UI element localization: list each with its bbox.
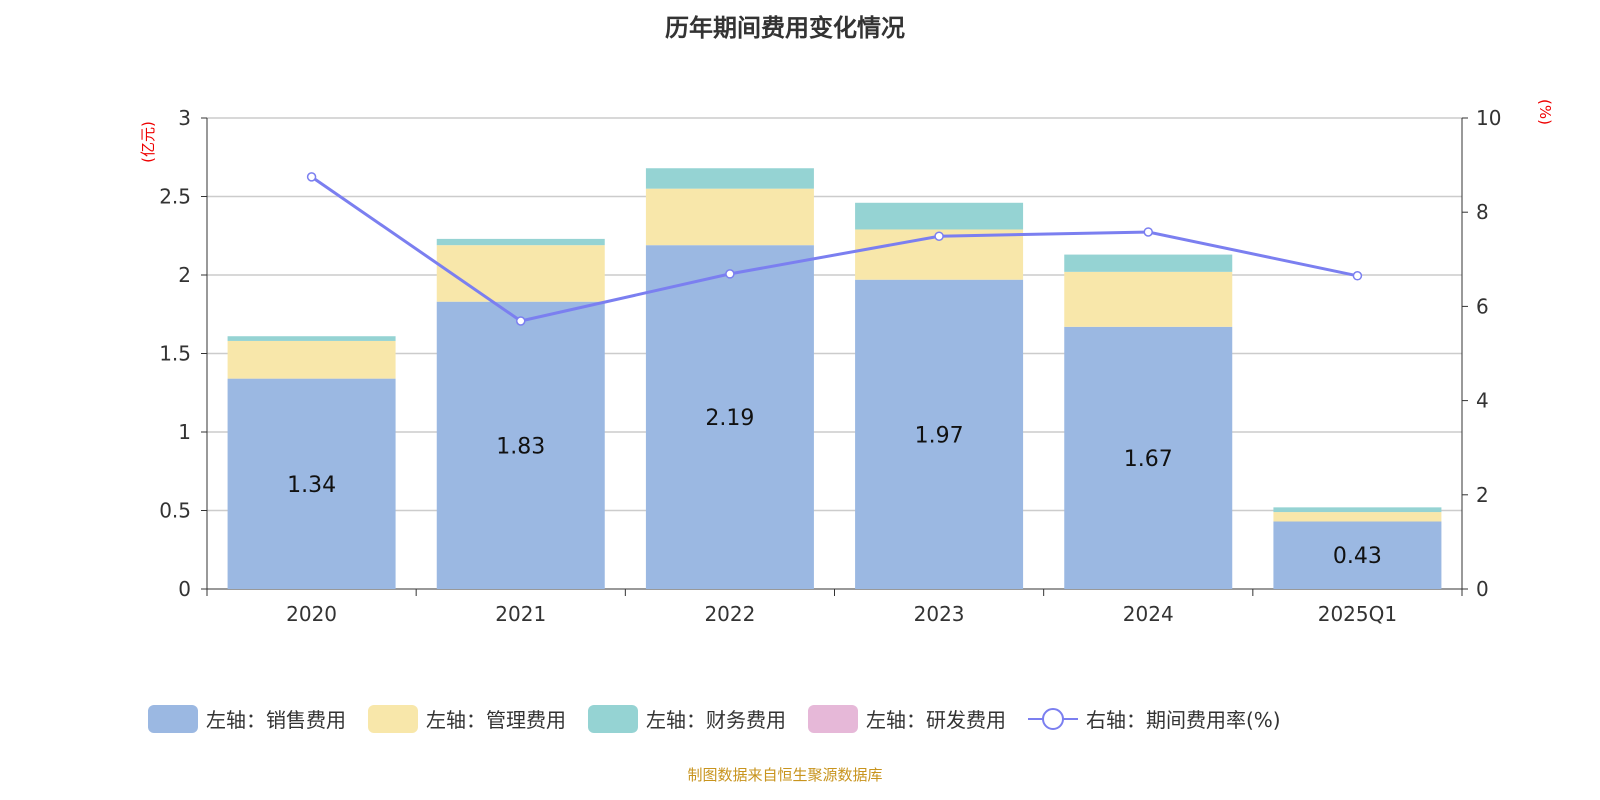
chart-title: 历年期间费用变化情况 <box>665 14 905 42</box>
bar-segment <box>1064 326 1233 589</box>
right-tick-label: 4 <box>1476 389 1489 413</box>
bar-segment <box>855 279 1024 589</box>
left-tick-label: 2 <box>178 263 191 287</box>
x-tick-label: 2023 <box>914 602 965 626</box>
legend-item[interactable]: 左轴：销售费用 <box>148 704 346 733</box>
right-axis-label: (%) <box>1536 99 1554 125</box>
line-point <box>1143 227 1153 237</box>
bar-data-label: 1.97 <box>915 423 964 448</box>
legend-swatch-icon <box>368 704 418 733</box>
legend-item[interactable]: 左轴：财务费用 <box>588 704 786 733</box>
right-tick-label: 8 <box>1476 200 1489 224</box>
legend-label: 左轴：管理费用 <box>426 708 566 732</box>
bar-segment <box>855 202 1024 230</box>
legend-item[interactable]: 右轴：期间费用率(%) <box>1028 704 1281 733</box>
x-tick-label: 2022 <box>704 602 755 626</box>
legend-label: 左轴：销售费用 <box>206 708 346 732</box>
x-tick-label: 2020 <box>286 602 337 626</box>
bar-data-label: 0.43 <box>1333 544 1382 569</box>
line-point <box>516 316 526 326</box>
left-tick-label: 0.5 <box>159 499 191 523</box>
x-tick-label: 2021 <box>495 602 546 626</box>
right-tick-label: 10 <box>1476 106 1501 130</box>
bar-segment <box>1273 512 1442 522</box>
line-point <box>934 231 944 241</box>
legend-swatch-icon <box>808 704 858 733</box>
legend-label: 左轴：财务费用 <box>646 708 786 732</box>
bar-data-label: 1.67 <box>1124 447 1173 472</box>
left-tick-label: 1 <box>178 420 191 444</box>
line-series <box>310 175 1358 323</box>
x-tick-label: 2024 <box>1123 602 1174 626</box>
left-tick-label: 0 <box>178 577 191 601</box>
bar-segment <box>1273 521 1442 589</box>
left-axis-label: (亿元) <box>139 121 157 163</box>
x-tick-label: 2025Q1 <box>1318 602 1397 626</box>
legend-label: 右轴：期间费用率(%) <box>1086 708 1281 732</box>
legend-item[interactable]: 左轴：管理费用 <box>368 704 566 733</box>
right-tick-label: 2 <box>1476 483 1489 507</box>
bar-data-label: 2.19 <box>705 406 754 431</box>
bar-segment <box>227 336 396 341</box>
left-tick-label: 1.5 <box>159 342 191 366</box>
bar-segment <box>436 245 605 302</box>
left-tick-label: 2.5 <box>159 185 191 209</box>
right-tick-label: 6 <box>1476 294 1489 318</box>
legend-label: 左轴：研发费用 <box>866 708 1006 732</box>
bar-data-label: 1.83 <box>496 434 545 459</box>
legend: 左轴：销售费用 左轴：管理费用 左轴：财务费用 左轴：研发费用 右轴：期间费用率(%) <box>148 704 1281 733</box>
legend-swatch-icon <box>588 704 638 733</box>
legend-line-icon <box>1028 707 1078 730</box>
bar-segment <box>227 378 396 589</box>
bar-data-label: 1.34 <box>287 473 336 498</box>
bar-segment <box>227 340 396 379</box>
bar-segment <box>1064 254 1233 272</box>
left-tick-label: 3 <box>178 106 191 130</box>
chart-plot: 0 0.5 1 1.5 2 2.5 3 0 2 4 6 8 10 (亿元) (%) 2020 2021 2022 2… <box>139 99 1554 626</box>
bar-segment <box>1064 271 1233 327</box>
line-point <box>306 172 317 182</box>
line-point <box>725 269 735 279</box>
legend-item[interactable]: 左轴：研发费用 <box>808 704 1006 733</box>
bar-segment <box>645 188 814 246</box>
line-point <box>1352 271 1363 281</box>
bar-segment <box>645 245 814 590</box>
bar-segment <box>645 168 814 189</box>
bar-segment <box>436 238 605 246</box>
right-tick-label: 0 <box>1476 577 1489 601</box>
bar-segment <box>1273 507 1442 513</box>
legend-swatch-icon <box>148 704 198 733</box>
source-note: 制图数据来自恒生聚源数据库 <box>687 766 883 784</box>
bar-segment <box>436 301 605 589</box>
